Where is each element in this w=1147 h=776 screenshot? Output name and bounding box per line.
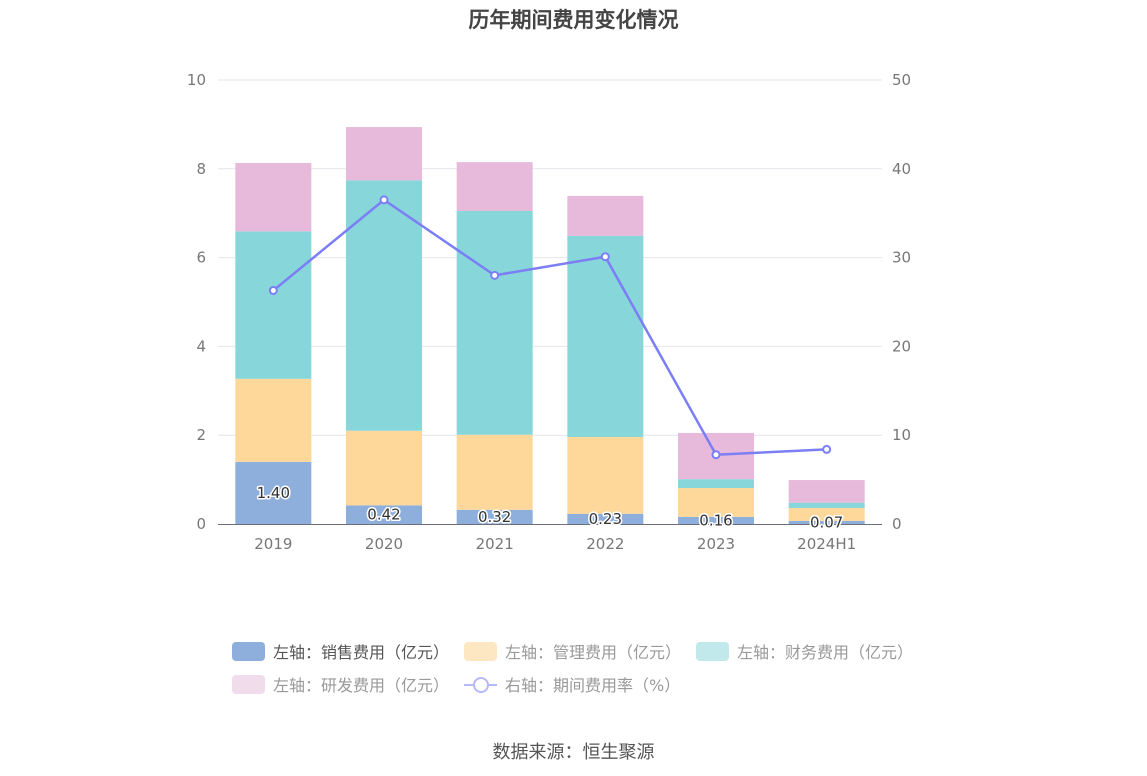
legend-label-admin: 左轴：管理费用（亿元） <box>505 643 682 662</box>
legend-item-rd[interactable]: 左轴：研发费用（亿元） <box>232 671 449 697</box>
legend-item-rate[interactable]: 右轴：期间费用率（%） <box>464 671 680 697</box>
bar-segment-1 <box>788 520 865 524</box>
source-note: 数据来源：恒生聚源 <box>492 742 655 763</box>
bar-segment-2 <box>678 488 754 517</box>
bar-segment-3 <box>788 502 865 509</box>
rate-line <box>272 198 827 457</box>
x-axis-ticks: 2019 2020 2021 2022 2023 2024H1 <box>254 535 856 553</box>
rate-point <box>711 450 721 460</box>
rate-point <box>822 444 832 454</box>
bar-segment-1 <box>235 461 312 524</box>
left-axis-tick-label: 2 <box>196 426 206 444</box>
left-axis-tick-label: 4 <box>196 337 206 355</box>
right-axis-tick-label: 30 <box>892 249 911 267</box>
legend-swatch-admin <box>464 641 497 661</box>
x-axis-tick-label: 2024H1 <box>797 535 856 553</box>
bar-segment-4 <box>235 163 312 232</box>
bar-segment-1 <box>456 509 533 524</box>
sales-data-label: 0.16 <box>699 511 732 529</box>
bar-segment-2 <box>788 508 865 521</box>
legend-label-rd: 左轴：研发费用（亿元） <box>273 676 450 695</box>
bar-segment-1 <box>567 513 644 524</box>
left-axis-tick-label: 10 <box>187 71 206 89</box>
x-axis-tick-label: 2022 <box>586 535 624 553</box>
left-axis-tick-label: 8 <box>196 160 206 178</box>
sales-data-label: 0.07 <box>810 513 843 531</box>
legend-swatch-finance <box>696 641 729 661</box>
bar-segment-2 <box>567 436 644 514</box>
bar-segment-2 <box>346 430 422 506</box>
right-axis-tick-label: 20 <box>892 337 911 355</box>
sales-data-label: 0.23 <box>589 510 622 528</box>
left-axis-ticks: 0 2 4 6 8 10 <box>187 71 206 533</box>
bar-segment-3 <box>567 235 644 437</box>
bar-segment-4 <box>456 162 533 211</box>
x-axis-tick-label: 2023 <box>697 535 735 553</box>
legend-item-finance[interactable]: 左轴：财务费用（亿元） <box>696 638 913 664</box>
bar-segment-3 <box>235 231 312 379</box>
bar-segment-4 <box>346 127 422 181</box>
bar-segment-3 <box>678 479 754 489</box>
legend-label-sales: 左轴：销售费用（亿元） <box>273 643 450 662</box>
bar-segment-4 <box>788 480 865 503</box>
legend-item-admin[interactable]: 左轴：管理费用（亿元） <box>464 638 681 664</box>
bar-segment-2 <box>456 434 533 510</box>
sales-data-label: 1.40 <box>257 484 290 502</box>
bar-segment-3 <box>456 210 533 435</box>
right-axis-tick-label: 50 <box>892 71 911 89</box>
left-axis-tick-label: 6 <box>196 249 206 267</box>
right-axis-ticks: 0 10 20 30 40 50 <box>892 71 911 533</box>
legend-item-sales[interactable]: 左轴：销售费用（亿元） <box>232 638 449 664</box>
bar-segment-2 <box>235 378 312 462</box>
sales-data-label: 0.32 <box>478 508 511 526</box>
rate-point <box>490 270 500 280</box>
chart-title: 历年期间费用变化情况 <box>468 8 679 32</box>
rate-point <box>600 252 610 262</box>
right-axis-tick-label: 0 <box>892 515 902 533</box>
right-axis-tick-label: 40 <box>892 160 911 178</box>
left-axis-tick-label: 0 <box>196 515 206 533</box>
bar-segment-1 <box>346 505 422 524</box>
data-labels: 1.40 0.42 0.32 0.23 0.16 0.07 <box>255 482 845 533</box>
grid-lines <box>218 79 882 436</box>
legend-swatch-rd <box>232 674 265 694</box>
rate-line-series <box>268 195 832 460</box>
legend-swatch-rate <box>464 675 497 694</box>
bar-segment-1 <box>678 516 754 524</box>
legend-label-finance: 左轴：财务费用（亿元） <box>737 643 914 662</box>
rate-point <box>268 285 278 295</box>
legend-label-rate: 右轴：期间费用率（%） <box>505 676 681 695</box>
sales-data-label: 0.42 <box>367 506 400 524</box>
bar-series <box>235 127 865 524</box>
right-axis-tick-label: 10 <box>892 426 911 444</box>
legend-swatch-sales <box>232 641 265 661</box>
x-axis-tick-label: 2019 <box>254 535 292 553</box>
x-axis-tick-label: 2020 <box>365 535 403 553</box>
rate-point <box>379 195 389 205</box>
x-axis-tick-label: 2021 <box>476 535 514 553</box>
bar-segment-4 <box>567 195 644 236</box>
